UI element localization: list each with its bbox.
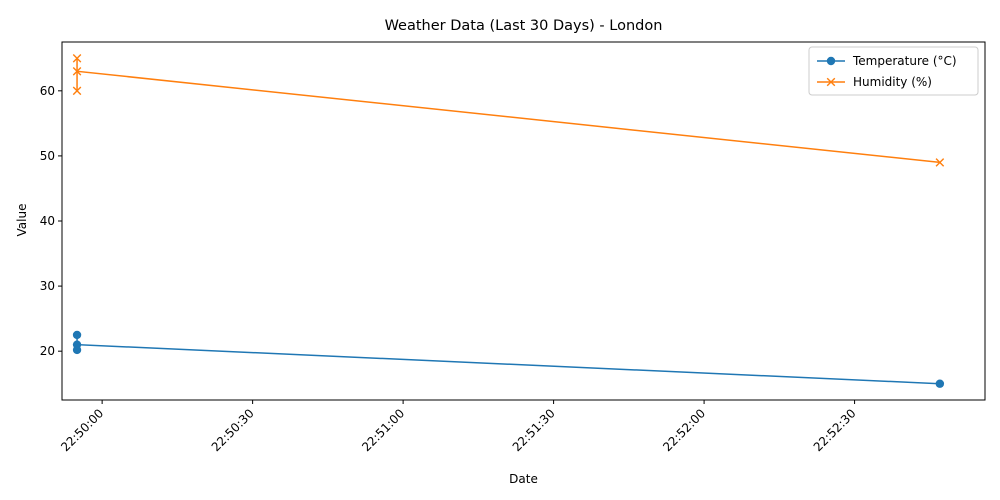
data-point: [72, 66, 82, 76]
data-point: [72, 340, 82, 349]
legend-item: Temperature (°C): [817, 54, 957, 68]
y-tick-label: 60: [40, 84, 55, 98]
series-layer: [72, 53, 945, 388]
legend: Temperature (°C) Humidity (%): [808, 46, 979, 96]
data-point: [935, 379, 945, 388]
legend-marker: [826, 56, 836, 66]
data-point: [72, 86, 82, 96]
legend-item: Humidity (%): [817, 75, 932, 89]
x-axis-label: Date: [509, 472, 538, 486]
y-tick-label: 50: [40, 149, 55, 163]
y-tick-label: 20: [40, 344, 55, 358]
y-tick-label: 30: [40, 279, 55, 293]
series-line: [76, 58, 940, 164]
chart-title: Weather Data (Last 30 Days) - London: [385, 18, 663, 34]
data-point: [72, 330, 82, 340]
series-1: [72, 53, 945, 167]
y-axis-label: Value: [15, 204, 29, 237]
legend-label: Temperature (°C): [852, 54, 957, 68]
legend-marker: [826, 77, 836, 87]
data-point: [935, 158, 945, 167]
series-0: [72, 330, 945, 388]
legend-label: Humidity (%): [853, 75, 932, 89]
data-point: [72, 53, 82, 63]
y-axis: 20 30 40 50 60: [40, 84, 62, 358]
y-tick-label: 40: [40, 214, 55, 228]
legend-box: [808, 46, 979, 96]
